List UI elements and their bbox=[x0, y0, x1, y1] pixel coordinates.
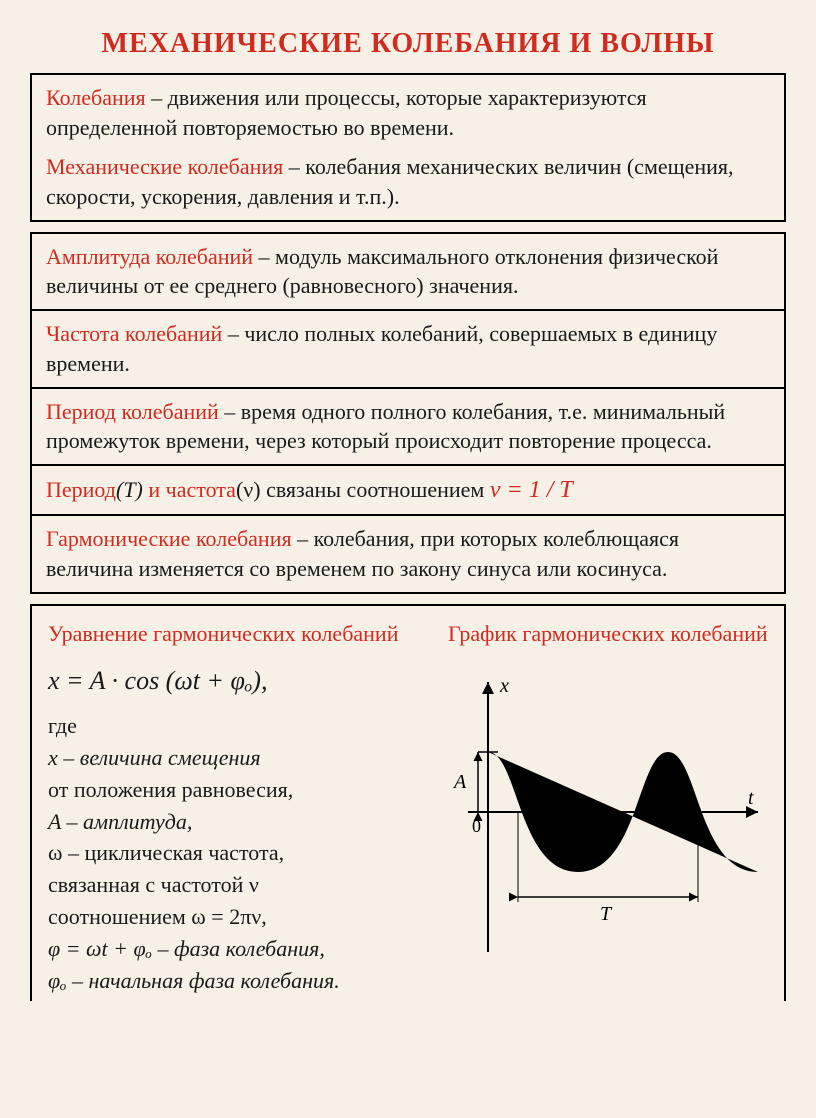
equation-line: связанная с частотой ν bbox=[48, 869, 430, 901]
equation-graph-box: Уравнение гармонических колебаний x = A … bbox=[30, 604, 786, 1001]
origin-label: 0 bbox=[472, 816, 481, 836]
relation-formula: ν = 1 / T bbox=[490, 477, 573, 503]
relation-symbol: (T) bbox=[116, 477, 143, 502]
equation-line: A – амплитуда, bbox=[48, 806, 430, 838]
relation-cell: Период(T) и частота(ν) связаны соотношен… bbox=[30, 464, 786, 516]
definition-cell-1: Колебания – движения или процессы, котор… bbox=[30, 73, 786, 222]
harmonic-graph: x t A 0 T bbox=[448, 662, 768, 962]
y-axis-label: x bbox=[499, 675, 509, 697]
term-label: Колебания bbox=[46, 85, 146, 110]
term-label: Период колебаний bbox=[46, 399, 219, 424]
page-title: МЕХАНИЧЕСКИЕ КОЛЕБАНИЯ И ВОЛНЫ bbox=[30, 26, 786, 61]
equation-line: φ = ωt + φₒ – фаза колебания, bbox=[48, 933, 430, 965]
graph-column: График гармонических колебаний bbox=[448, 620, 768, 997]
graph-heading: График гармонических колебаний bbox=[448, 620, 768, 649]
equation-line: x – величина смещения bbox=[48, 742, 430, 774]
definition-row: Механические колебания – колебания механ… bbox=[46, 152, 770, 211]
definition-row: Колебания – движения или процессы, котор… bbox=[46, 83, 770, 142]
main-equation: x = A · cos (ωt + φₒ), bbox=[48, 662, 430, 700]
definition-cell: Период колебаний – время одного полного … bbox=[30, 387, 786, 466]
definition-cell: Частота колебаний – число полных колебан… bbox=[30, 309, 786, 388]
amplitude-label: A bbox=[452, 771, 467, 793]
relation-prefix: Период bbox=[46, 477, 116, 502]
where-label: где bbox=[48, 710, 430, 742]
equation-heading: Уравнение гармонических колебаний bbox=[48, 620, 430, 649]
term-label: Гармонические колебания bbox=[46, 526, 292, 551]
equation-column: Уравнение гармонических колебаний x = A … bbox=[48, 620, 430, 997]
equation-line: ω – циклическая частота, bbox=[48, 837, 430, 869]
term-label: Частота колебаний bbox=[46, 321, 222, 346]
period-label: T bbox=[600, 903, 613, 925]
equation-line: соотношением ω = 2πν, bbox=[48, 901, 430, 933]
equation-line: от положения равновесия, bbox=[48, 774, 430, 806]
relation-mid: и частота bbox=[148, 477, 236, 502]
definition-cell: Гармонические колебания – колебания, при… bbox=[30, 514, 786, 593]
x-axis-label: t bbox=[748, 787, 754, 809]
definition-cell: Амплитуда колебаний – модуль максимально… bbox=[30, 232, 786, 311]
graph-svg: x t A 0 T bbox=[448, 662, 768, 962]
term-label: Механические колебания bbox=[46, 154, 283, 179]
term-label: Амплитуда колебаний bbox=[46, 244, 253, 269]
relation-symbol: (ν) bbox=[236, 477, 261, 502]
equation-line: φₒ – начальная фаза колебания. bbox=[48, 965, 430, 997]
relation-suffix: связаны соотношением bbox=[266, 477, 490, 502]
